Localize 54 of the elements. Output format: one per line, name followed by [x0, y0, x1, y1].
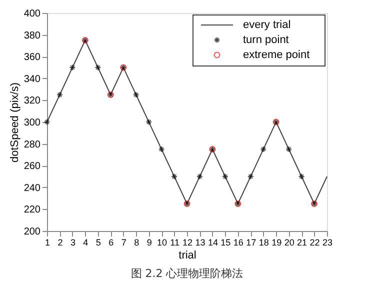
x-axis-title: trial [178, 250, 196, 262]
y-tick-label: 240 [24, 182, 41, 194]
y-axis-title: dotSpeed (pix/s) [8, 82, 21, 163]
x-tick-label: 4 [83, 238, 88, 248]
y-tick-label: 220 [24, 204, 41, 216]
y-tick-label: 360 [24, 52, 41, 64]
legend-label: every trial [243, 19, 291, 31]
x-tick-label: 10 [157, 238, 168, 248]
point [44, 118, 50, 126]
x-tick-label: 6 [108, 238, 114, 248]
point [146, 118, 152, 126]
y-tick-label: 260 [24, 161, 41, 172]
x-tick-label: 23 [322, 238, 333, 248]
x-tick-label: 16 [233, 238, 244, 248]
y-tick-label: 200 [24, 226, 41, 238]
x-tick-label: 11 [170, 238, 180, 248]
x-tick-label: 18 [258, 238, 269, 248]
x-tick-label: 12 [182, 238, 193, 248]
point [171, 173, 178, 180]
x-tick-label: 19 [272, 238, 282, 248]
legend-label: turn point [243, 34, 289, 46]
point [94, 64, 102, 71]
x-tick-label: 1 [44, 238, 50, 248]
y-tick-label: 300 [24, 118, 41, 128]
y-tick-label: 280 [24, 139, 41, 150]
y-tick-label: 320 [24, 96, 41, 107]
point [158, 146, 165, 152]
x-tick-label: 15 [220, 238, 231, 248]
y-tick-label: 400 [24, 8, 41, 20]
x-tick-label: 3 [70, 238, 76, 248]
x-tick-label: 7 [121, 238, 126, 248]
point [56, 92, 63, 98]
point [196, 173, 203, 180]
x-tick-label: 17 [246, 238, 256, 248]
point [132, 92, 140, 98]
text: 图 2.2 心理物理阶梯法 [130, 267, 244, 280]
legend-label: extreme point [243, 49, 310, 61]
x-tick-label: 8 [134, 238, 140, 248]
x-tick-label: 14 [208, 238, 218, 248]
point [286, 146, 292, 152]
point [69, 64, 76, 71]
x-tick-label: 13 [195, 238, 206, 248]
x-tick-label: 22 [310, 238, 320, 248]
point [222, 173, 228, 180]
y-tick-label: 380 [24, 30, 41, 42]
x-tick-label: 9 [146, 238, 152, 248]
x-tick-label: 5 [96, 238, 101, 248]
x-tick-label: 2 [58, 238, 63, 248]
point [247, 173, 254, 180]
point [260, 146, 267, 152]
y-tick-label: 340 [24, 74, 41, 85]
x-tick-label: 21 [297, 238, 308, 248]
point [298, 173, 305, 180]
x-tick-label: 20 [284, 238, 294, 248]
